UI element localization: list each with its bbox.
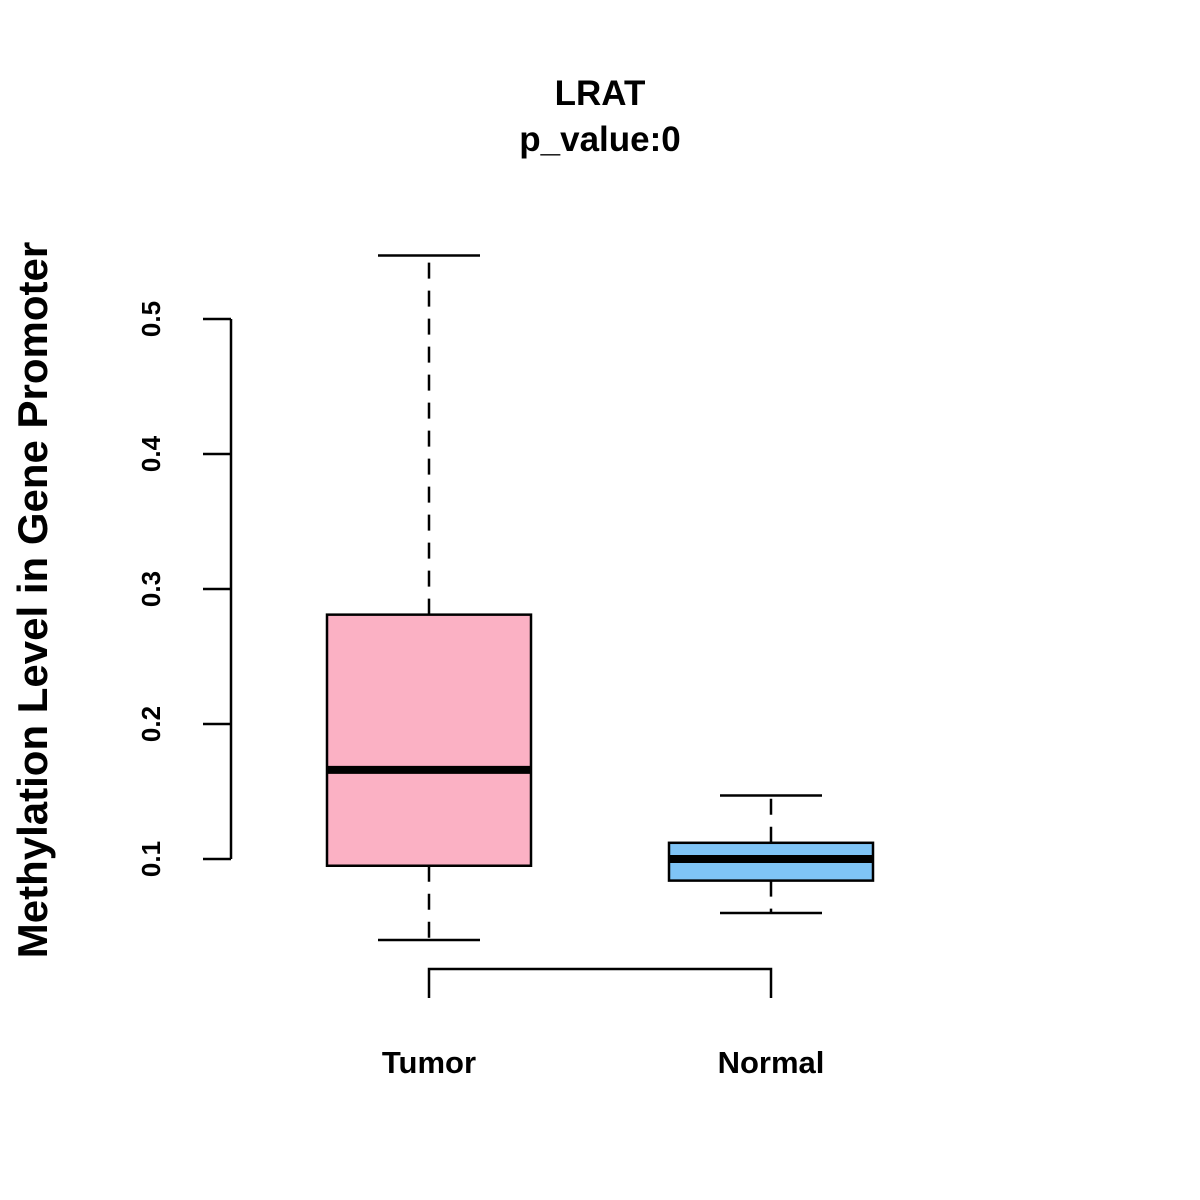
x-label-normal: Normal [718,1045,825,1080]
chart-subtitle: p_value:0 [519,120,680,159]
tumor-iqr-box [325,613,533,868]
y-tick-label-0.3: 0.3 [136,571,166,607]
boxes-group [325,254,875,942]
box-normal [667,794,875,915]
box-tumor [325,254,533,942]
chart-title: LRAT [555,74,646,113]
y-tick-label-0.2: 0.2 [136,706,166,742]
bracket-line [427,967,773,998]
y-tick-label-0.1: 0.1 [136,841,166,877]
y-axis: 0.1 0.2 0.3 0.4 0.5 [136,301,233,877]
x-label-tumor: Tumor [382,1045,476,1080]
comparison-bracket [427,967,773,998]
y-tick-label-0.5: 0.5 [136,301,166,337]
y-tick-label-0.4: 0.4 [136,435,166,472]
y-axis-label: Methylation Level in Gene Promoter [9,242,56,958]
x-axis-labels: Tumor Normal [382,1045,824,1080]
